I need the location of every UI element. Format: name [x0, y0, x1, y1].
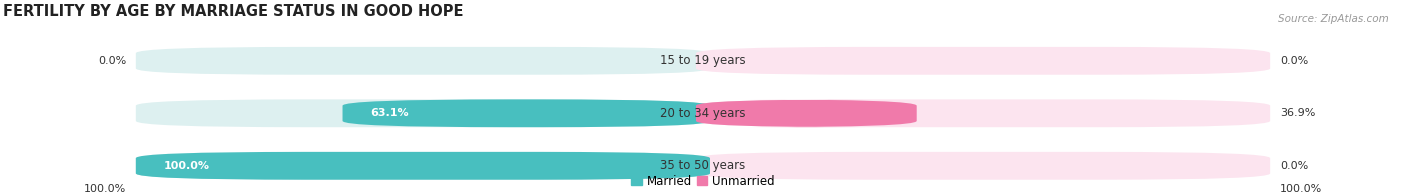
FancyBboxPatch shape	[696, 47, 1270, 75]
FancyBboxPatch shape	[136, 99, 710, 127]
Text: 0.0%: 0.0%	[1279, 161, 1308, 171]
Text: 100.0%: 100.0%	[165, 161, 209, 171]
FancyBboxPatch shape	[696, 99, 917, 127]
Text: 100.0%: 100.0%	[1279, 184, 1322, 194]
Legend: Married, Unmarried: Married, Unmarried	[627, 170, 779, 192]
Text: 63.1%: 63.1%	[371, 108, 409, 118]
Text: 35 to 50 years: 35 to 50 years	[661, 159, 745, 172]
Text: 0.0%: 0.0%	[1279, 56, 1308, 66]
Text: 15 to 19 years: 15 to 19 years	[661, 54, 745, 67]
FancyBboxPatch shape	[136, 47, 710, 75]
FancyBboxPatch shape	[136, 152, 710, 180]
FancyBboxPatch shape	[696, 152, 1270, 180]
FancyBboxPatch shape	[343, 99, 710, 127]
Text: FERTILITY BY AGE BY MARRIAGE STATUS IN GOOD HOPE: FERTILITY BY AGE BY MARRIAGE STATUS IN G…	[3, 4, 464, 19]
Text: Source: ZipAtlas.com: Source: ZipAtlas.com	[1278, 14, 1389, 24]
Text: 0.0%: 0.0%	[98, 56, 127, 66]
FancyBboxPatch shape	[696, 99, 1270, 127]
Text: 100.0%: 100.0%	[84, 184, 127, 194]
FancyBboxPatch shape	[136, 152, 710, 180]
Text: 20 to 34 years: 20 to 34 years	[661, 107, 745, 120]
Text: 36.9%: 36.9%	[1279, 108, 1316, 118]
